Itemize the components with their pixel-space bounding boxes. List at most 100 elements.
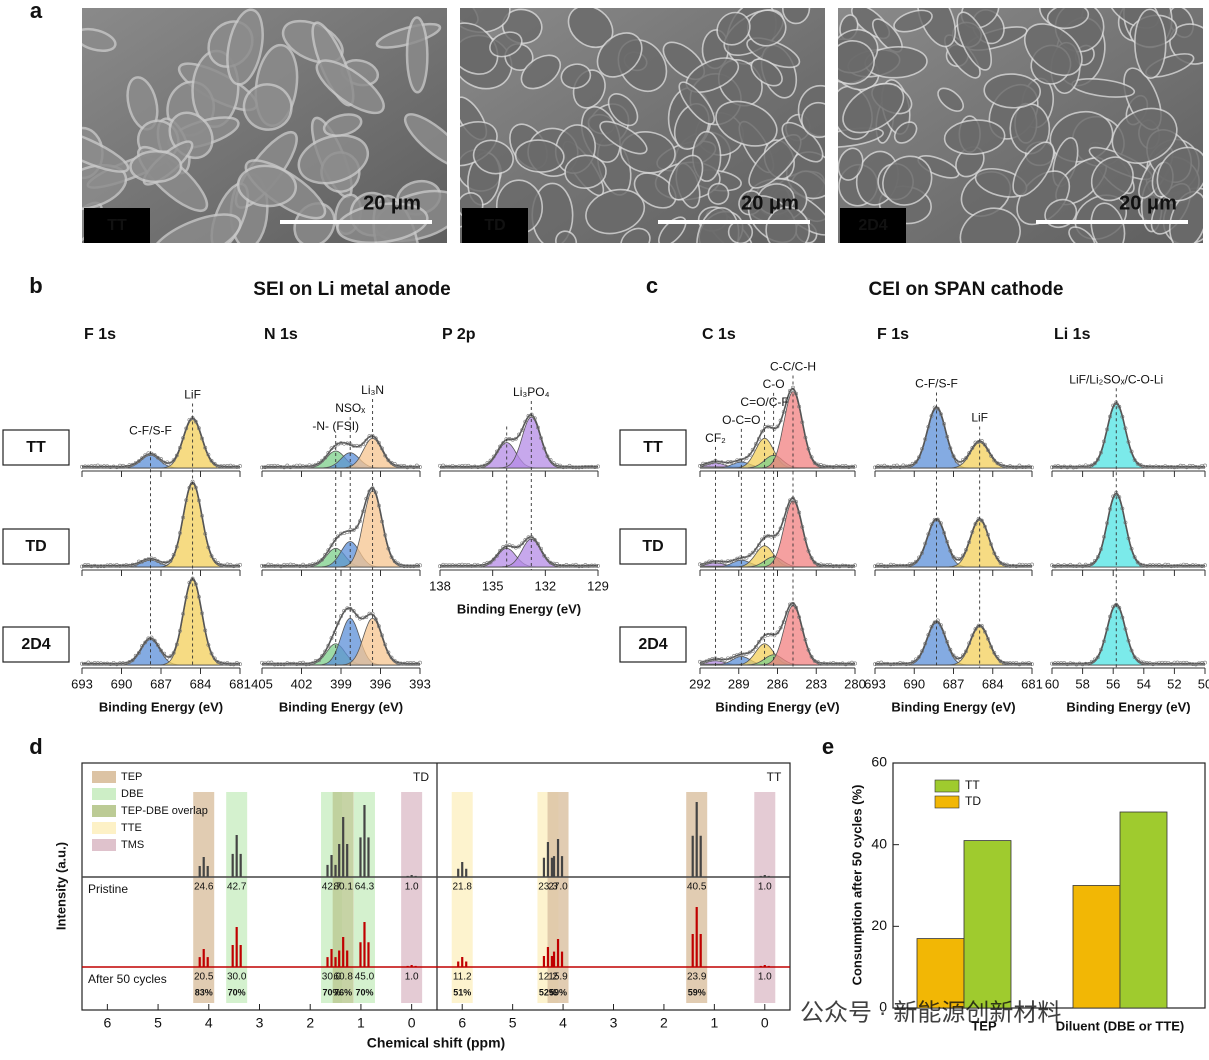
- integral-label: 11.2: [453, 972, 472, 983]
- data-point: [351, 608, 356, 613]
- sem-grain: [715, 100, 778, 147]
- sem-grain: [489, 31, 523, 58]
- data-point: [1080, 464, 1085, 469]
- peak-label: C-F/S-F: [129, 423, 172, 437]
- data-point: [888, 465, 893, 470]
- data-point: [545, 454, 550, 459]
- data-point: [389, 655, 394, 660]
- data-point: [945, 639, 950, 644]
- data-point: [979, 623, 984, 628]
- peak-fit: [262, 617, 420, 666]
- data-point: [781, 409, 786, 414]
- integral-label: 60.8: [333, 972, 353, 983]
- data-point: [788, 498, 792, 503]
- data-point: [781, 517, 786, 522]
- sample-box-label: 2D4: [21, 636, 50, 653]
- data-point: [596, 564, 600, 568]
- bar: [963, 840, 1012, 1009]
- data-point: [1111, 604, 1116, 609]
- data-point: [414, 661, 419, 666]
- x-tick-label: 0: [761, 1015, 769, 1031]
- data-point: [923, 437, 928, 442]
- data-point: [332, 538, 337, 543]
- x-tick-label: 3: [610, 1015, 618, 1031]
- data-point: [828, 562, 833, 567]
- integral-label: 64.3: [355, 882, 375, 893]
- plot-frame: [892, 762, 1206, 1009]
- data-point: [1030, 465, 1034, 470]
- sem-grain: [838, 147, 864, 181]
- data-point: [979, 439, 984, 443]
- sem-image: TD 20 μm: [460, 8, 825, 243]
- data-point: [193, 582, 198, 587]
- data-point: [1129, 449, 1134, 454]
- sem-grain: [678, 81, 715, 125]
- data-point: [704, 560, 709, 565]
- data-point: [910, 561, 915, 566]
- data-point: [907, 661, 912, 666]
- data-point: [320, 557, 324, 562]
- data-point: [304, 464, 309, 469]
- data-point: [127, 660, 132, 664]
- peak-label: NSOₓ: [335, 401, 365, 415]
- watermark: 公众号 · 新能源创新材料: [800, 999, 1061, 1026]
- data-point: [234, 661, 239, 665]
- sem-grain: [460, 22, 499, 75]
- retention-label: 59%: [549, 987, 567, 997]
- data-point: [926, 532, 931, 537]
- x-tick-label: 681: [229, 676, 251, 691]
- data-point: [1132, 458, 1137, 462]
- data-point: [970, 530, 975, 534]
- data-point: [320, 654, 324, 658]
- data-point: [316, 559, 321, 564]
- data-point: [784, 398, 789, 403]
- sem-image: TT 20 μm: [82, 8, 447, 243]
- data-point: [1053, 564, 1057, 569]
- data-point: [178, 629, 182, 633]
- bar: [916, 938, 965, 1009]
- data-point: [1126, 440, 1131, 444]
- data-point: [704, 659, 709, 664]
- xps-title: C 1s: [702, 326, 736, 343]
- data-point: [392, 559, 397, 564]
- data-point: [1014, 660, 1019, 665]
- sem-texture: [838, 8, 1203, 243]
- data-point: [133, 653, 138, 658]
- retention-label: 70%: [323, 987, 341, 997]
- x-axis-label: Binding Energy (eV): [891, 699, 1015, 714]
- bar: [1072, 885, 1121, 1009]
- sem-grain: [564, 154, 607, 189]
- data-point: [929, 624, 934, 629]
- data-point: [1089, 562, 1094, 566]
- data-point: [939, 412, 943, 417]
- x-tick-label: 52: [1167, 676, 1181, 691]
- data-point: [945, 434, 950, 439]
- data-point: [1126, 638, 1131, 643]
- data-point: [212, 656, 217, 661]
- data-point: [162, 651, 167, 656]
- data-point: [323, 552, 328, 557]
- data-point: [335, 621, 340, 626]
- data-point: [364, 496, 369, 501]
- panel-letter: a: [30, 0, 43, 23]
- data-point: [488, 458, 493, 463]
- sem-grain: [782, 8, 811, 25]
- data-point: [171, 552, 176, 557]
- data-point: [108, 662, 113, 667]
- sem-grain: [1012, 141, 1055, 197]
- data-point: [803, 435, 808, 440]
- data-point: [1092, 558, 1097, 563]
- sem-grain: [596, 32, 643, 78]
- data-point: [130, 462, 135, 467]
- data-point: [747, 553, 752, 558]
- data-point: [181, 515, 186, 520]
- peak-label: C-F/S-F: [915, 377, 958, 391]
- data-point: [1111, 403, 1116, 408]
- data-point: [383, 533, 388, 538]
- data-point: [80, 564, 84, 569]
- x-tick-label: 129: [587, 578, 609, 593]
- data-point: [168, 461, 173, 466]
- sem-grain: [842, 82, 905, 134]
- legend-swatch: [92, 839, 116, 851]
- sample-box-label: TD: [25, 538, 46, 555]
